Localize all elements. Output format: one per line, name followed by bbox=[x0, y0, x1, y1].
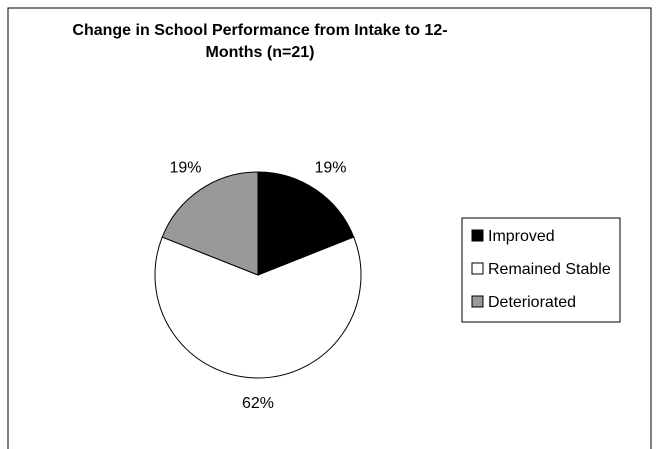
data-label: 19% bbox=[314, 160, 346, 177]
data-label: 62% bbox=[242, 395, 274, 412]
chart-title: Change in School Performance from Intake… bbox=[72, 22, 448, 61]
legend-box bbox=[461, 217, 621, 323]
pie-slice bbox=[161, 171, 259, 276]
chart-border bbox=[7, 7, 652, 449]
legend-label: Improved bbox=[488, 228, 555, 245]
pie-slice bbox=[154, 236, 362, 379]
legend-label: Remained Stable bbox=[488, 261, 611, 278]
legend-label: Deteriorated bbox=[488, 294, 576, 311]
legend-swatch bbox=[471, 262, 484, 275]
legend-swatch bbox=[471, 295, 484, 308]
data-label: 19% bbox=[169, 160, 201, 177]
pie-slice bbox=[257, 171, 355, 276]
legend-swatch bbox=[471, 229, 484, 242]
